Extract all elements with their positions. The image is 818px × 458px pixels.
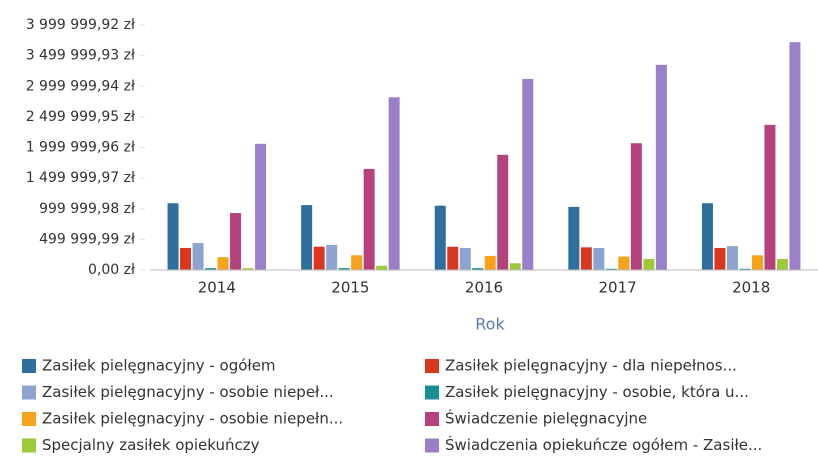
bar: [459, 247, 471, 270]
bar: [568, 206, 580, 270]
bar: [326, 244, 338, 270]
bar: [655, 64, 667, 270]
bar: [497, 154, 509, 270]
bar: [363, 168, 375, 270]
legend-swatch: [425, 438, 439, 453]
bar: [255, 143, 267, 270]
bar: [180, 247, 192, 270]
legend-swatch: [425, 412, 439, 426]
bar: [593, 247, 605, 270]
bar: [167, 203, 179, 270]
x-tick-label: 2017: [599, 279, 637, 297]
y-tick-label: 3 499 999,93 zł: [26, 48, 135, 64]
legend-label: Zasiłek pielęgnacyjny - ogółem: [42, 357, 276, 375]
bar: [776, 258, 788, 270]
y-tick-label: 2 499 999,95 zł: [26, 109, 135, 125]
y-tick-label: 0,00 zł: [88, 262, 135, 278]
bar: [605, 268, 617, 270]
bar: [313, 246, 325, 270]
legend-swatch: [22, 412, 36, 426]
bar: [351, 255, 363, 270]
bar: [230, 213, 242, 270]
y-tick-label: 2 999 999,94 zł: [26, 78, 135, 94]
y-tick-label: 1 499 999,97 zł: [26, 170, 135, 186]
legend-swatch: [425, 385, 439, 400]
bar: [726, 246, 738, 270]
legend-swatch: [22, 385, 36, 400]
x-tick-label: 2014: [198, 279, 236, 297]
bar: [643, 258, 655, 270]
bar: [205, 268, 217, 270]
bar: [472, 268, 484, 270]
y-tick-label: 1 999 999,96 zł: [26, 140, 135, 156]
y-tick-label: 999 999,98 zł: [39, 201, 135, 217]
legend-swatch: [425, 359, 439, 373]
legend-swatch: [22, 438, 36, 453]
bar: [434, 205, 446, 270]
x-axis-label: Rok: [475, 315, 505, 334]
legend-label: Zasiłek pielęgnacyjny - osobie, która u.…: [445, 383, 749, 401]
bar: [242, 268, 254, 270]
bar: [447, 246, 459, 270]
bar: [192, 243, 204, 270]
bar: [301, 205, 313, 270]
bar: [580, 247, 592, 270]
legend-label: Zasiłek pielęgnacyjny - osobie niepełn..…: [42, 410, 343, 428]
legend-label: Zasiłek pielęgnacyjny - dla niepełnos...: [445, 357, 737, 375]
bar: [789, 42, 801, 270]
bar: [388, 97, 400, 270]
bar: [751, 255, 763, 270]
x-tick-label: 2015: [331, 279, 369, 297]
legend-label: Zasiłek pielęgnacyjny - osobie niepeł...: [42, 383, 334, 401]
bar: [338, 268, 350, 270]
bar: [618, 256, 630, 270]
y-tick-label: 499 999,99 zł: [39, 231, 135, 247]
legend-label: Świadczenie pielęgnacyjne: [445, 409, 647, 428]
legend-swatch: [22, 359, 36, 373]
bar: [714, 247, 726, 270]
legend-label: Świadczenia opiekuńcze ogółem - Zasiłe..…: [445, 435, 762, 454]
bar: [701, 203, 713, 270]
bar: [764, 124, 776, 270]
bar: [522, 78, 534, 270]
bar: [739, 268, 751, 270]
y-tick-label: 3 999 999,92 zł: [26, 17, 135, 33]
x-tick-label: 2016: [465, 279, 503, 297]
x-tick-label: 2018: [732, 279, 770, 297]
legend-label: Specjalny zasiłek opiekuńczy: [42, 436, 260, 454]
bar: [376, 265, 388, 270]
bar: [484, 255, 496, 270]
bar: [217, 257, 229, 270]
bar: [509, 263, 521, 270]
bar: [630, 143, 642, 270]
